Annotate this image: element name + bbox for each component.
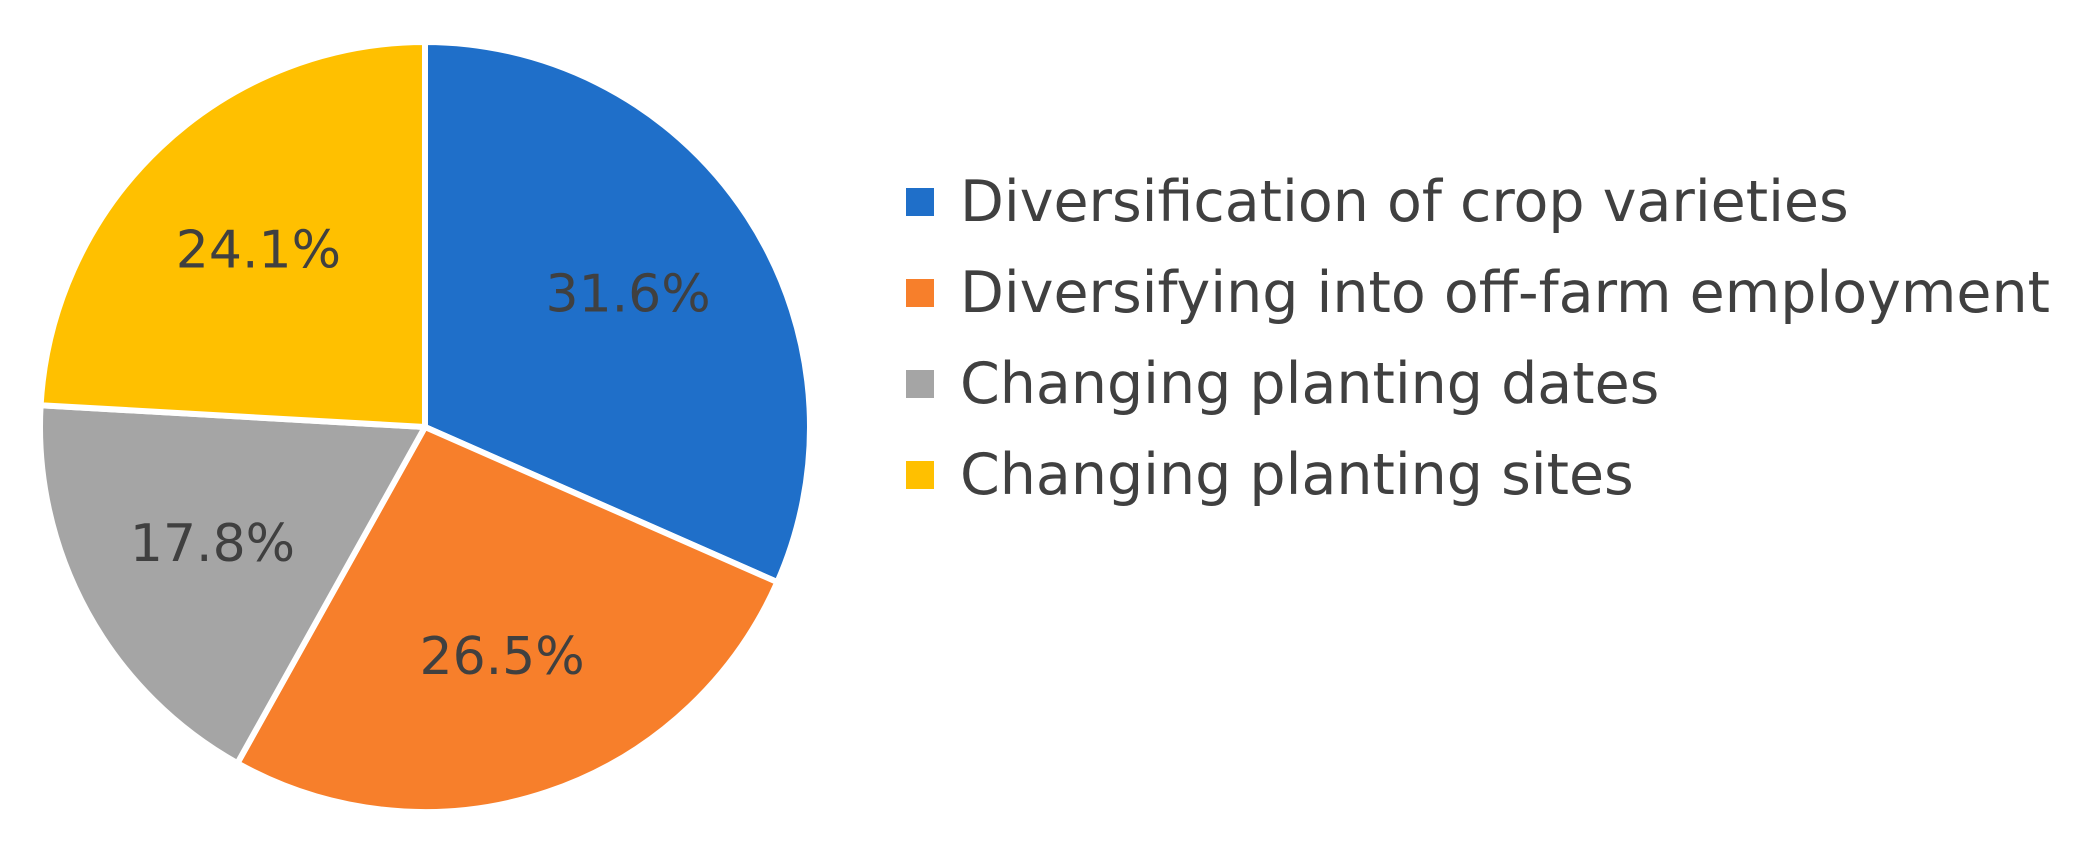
slice-label-diversification-of-crop-varieties: 31.6% <box>545 265 710 325</box>
pie-slice-changing-planting-sites <box>37 39 428 430</box>
pie-slice-diversification-of-crop-varieties <box>422 39 813 586</box>
legend-swatch-changing-planting-sites <box>906 461 934 489</box>
pie-slice-labels: 31.6% 26.5% 17.8% 24.1% <box>130 221 711 687</box>
pie-slice-changing-planting-dates <box>37 402 428 767</box>
legend-swatch-diversification-of-crop-varieties <box>906 188 934 216</box>
legend-label-diversification-of-crop-varieties: Diversification of crop varieties <box>960 169 1849 235</box>
slice-label-diversifying-into-off-farm-employment: 26.5% <box>419 627 584 687</box>
legend-swatch-diversifying-into-off-farm-employment <box>906 279 934 307</box>
pie-slices <box>37 39 813 815</box>
slice-label-changing-planting-dates: 17.8% <box>130 514 295 574</box>
legend-label-changing-planting-sites: Changing planting sites <box>960 442 1634 508</box>
legend: Diversification of crop varieties Diversi… <box>906 169 2050 508</box>
slice-label-changing-planting-sites: 24.1% <box>176 221 341 281</box>
legend-label-changing-planting-dates: Changing planting dates <box>960 351 1659 417</box>
legend-swatch-changing-planting-dates <box>906 370 934 398</box>
legend-label-diversifying-into-off-farm-employment: Diversifying into off-farm employment <box>960 260 2050 326</box>
